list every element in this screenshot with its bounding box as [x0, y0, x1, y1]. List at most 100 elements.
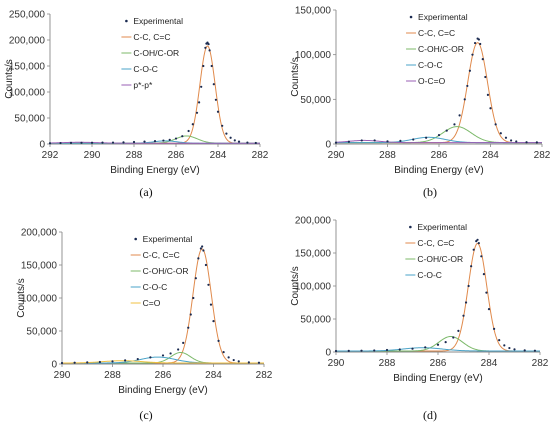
experimental-point — [510, 139, 513, 142]
experimental-point — [200, 85, 203, 88]
x-tick-label: 290 — [54, 370, 71, 381]
panel-caption: (c) — [139, 408, 152, 422]
experimental-point — [237, 360, 240, 363]
legend-label: Experimental — [418, 12, 468, 22]
experimental-point — [237, 140, 241, 143]
experimental-point — [207, 43, 210, 46]
y-axis-label: Counts/s — [290, 57, 301, 96]
experimental-point — [493, 327, 496, 330]
experimental-point — [212, 320, 215, 323]
x-tick-label: 288 — [104, 370, 121, 381]
component-peak — [336, 347, 540, 352]
experimental-point — [457, 329, 460, 332]
experimental-point — [445, 129, 448, 132]
experimental-point — [202, 64, 205, 68]
legend-label: C-O-C — [133, 64, 158, 74]
y-tick-label: 200,000 — [295, 216, 332, 227]
experimental-point — [229, 136, 232, 139]
experimental-point — [80, 141, 83, 144]
experimental-point — [60, 361, 64, 365]
experimental-point — [187, 129, 190, 133]
experimental-point — [162, 139, 165, 142]
panel-d: 0 50,000 100,000 150,000 200,000 290 288 286 284… — [290, 216, 549, 423]
experimental-point — [181, 135, 184, 138]
component-peak — [336, 42, 542, 144]
experimental-point — [111, 360, 114, 363]
experimental-point — [479, 42, 482, 46]
experimental-point — [161, 354, 165, 357]
y-tick-label: 150,000 — [9, 62, 46, 73]
experimental-point — [216, 110, 220, 113]
experimental-point — [515, 140, 518, 143]
legend-label: C-OH/C-OR — [417, 254, 463, 264]
experimental-point — [468, 69, 471, 72]
experimental-point — [467, 284, 470, 288]
legend-label: C-O-C — [418, 60, 443, 70]
y-tick-label: 150,000 — [295, 6, 332, 17]
experimental-point — [504, 136, 508, 139]
experimental-point — [452, 336, 455, 339]
experimental-point — [98, 360, 101, 364]
experimental-point — [174, 137, 178, 140]
experimental-point — [194, 277, 197, 280]
x-tick-label: 290 — [328, 150, 345, 161]
experimental-point — [486, 93, 490, 96]
experimental-point — [111, 141, 115, 144]
experimental-point — [101, 141, 104, 144]
panel-a: 0 50,000 100,000 150,000 200,000 250,000 292 29… — [4, 10, 269, 200]
experimental-point — [412, 138, 415, 141]
legend-label: C-C, C=C — [133, 32, 170, 42]
x-tick-label: 286 — [155, 370, 172, 381]
x-tick-label: 282 — [256, 370, 273, 381]
experimental-point — [217, 339, 220, 342]
experimental-point — [466, 84, 469, 88]
legend-label: C-C, C=C — [143, 250, 180, 260]
legend-label: C-C, C=C — [418, 28, 455, 38]
experimental-point — [48, 142, 52, 145]
experimental-point — [192, 296, 195, 300]
experimental-point — [508, 346, 511, 350]
x-tick-label: 286 — [431, 150, 448, 161]
experimental-point — [385, 348, 389, 352]
x-tick-label: 282 — [252, 150, 269, 161]
experimental-point — [334, 141, 338, 144]
x-axis-label: Binding Energy (eV) — [394, 165, 484, 176]
x-axis-label: Binding Energy (eV) — [118, 385, 208, 396]
y-tick-label: 0 — [325, 140, 331, 151]
experimental-point — [209, 303, 213, 306]
experimental-point — [247, 361, 250, 364]
legend-label: Experimental — [417, 222, 467, 232]
experimental-point — [503, 344, 506, 347]
experimental-point — [444, 341, 447, 344]
experimental-point — [191, 123, 194, 126]
experimental-point — [481, 58, 484, 61]
experimental-point — [201, 245, 204, 248]
experimental-point — [208, 49, 211, 52]
component-peak — [335, 139, 542, 144]
experimental-point — [207, 283, 210, 286]
panel-c: 0 50,000 100,000 150,000 200,000 290 288 286 284… — [16, 228, 273, 423]
experimental-point — [212, 83, 215, 86]
experimental-point — [411, 347, 414, 350]
x-tick-label: 286 — [430, 358, 447, 369]
experimental-point — [464, 301, 468, 304]
experimental-point — [69, 141, 73, 145]
y-tick-label: 0 — [325, 348, 331, 359]
experimental-point — [463, 98, 466, 101]
experimental-point — [476, 238, 479, 241]
panel-b: 0 50,000 100,000 150,000 290 288 286 284 282 Bind… — [290, 6, 550, 200]
experimental-point — [498, 339, 501, 342]
y-tick-label: 0 — [51, 360, 57, 371]
y-tick-label: 50,000 — [300, 315, 331, 326]
x-tick-label: 284 — [482, 150, 499, 161]
experimental-point — [233, 139, 236, 142]
y-axis-label: Counts/s — [16, 278, 27, 317]
legend-marker — [125, 19, 128, 23]
experimental-point — [373, 349, 376, 352]
experimental-point — [149, 356, 152, 359]
experimental-point — [225, 132, 228, 135]
experimental-point — [513, 348, 516, 351]
y-tick-label: 50,000 — [26, 327, 57, 338]
experimental-point — [489, 107, 492, 110]
x-tick-label: 292 — [42, 150, 59, 161]
